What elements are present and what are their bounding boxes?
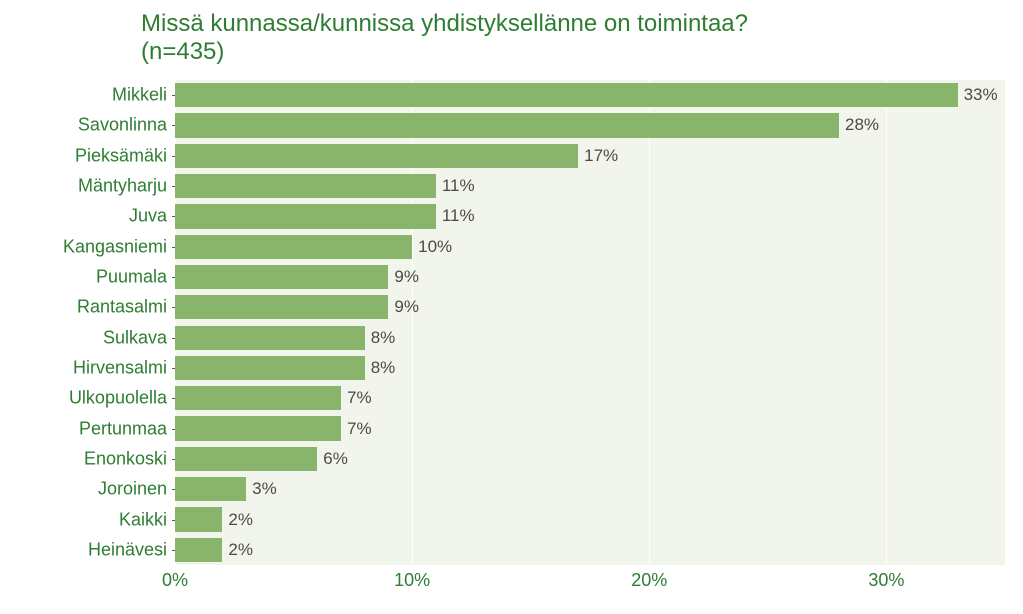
bar-rect — [175, 416, 341, 440]
y-axis-label: Kangasniemi — [63, 236, 167, 257]
y-axis-label: Puumala — [96, 267, 167, 288]
y-axis-label: Juva — [129, 206, 167, 227]
y-tick — [172, 368, 175, 369]
y-tick — [172, 216, 175, 217]
y-axis-label: Mäntyharju — [78, 176, 167, 197]
bar-value-label: 7% — [347, 419, 372, 439]
x-axis-label: 20% — [631, 570, 667, 591]
y-tick — [172, 338, 175, 339]
bar-row: 2% — [175, 535, 1005, 565]
y-tick — [172, 520, 175, 521]
y-axis-label: Heinävesi — [88, 539, 167, 560]
x-axis-label: 30% — [868, 570, 904, 591]
y-axis-label: Joroinen — [98, 479, 167, 500]
y-tick — [172, 95, 175, 96]
y-axis-label: Pertunmaa — [79, 418, 167, 439]
x-axis-label: 0% — [162, 570, 188, 591]
bar-rect — [175, 113, 839, 137]
y-tick — [172, 489, 175, 490]
bar-rect — [175, 295, 388, 319]
bar-rect — [175, 507, 222, 531]
bar-rect — [175, 235, 412, 259]
bar-rect — [175, 477, 246, 501]
bar-value-label: 8% — [371, 358, 396, 378]
bar-rect — [175, 265, 388, 289]
bar-row: 9% — [175, 292, 1005, 322]
bar-row: 7% — [175, 413, 1005, 443]
y-axis-label: Rantasalmi — [77, 297, 167, 318]
bar-value-label: 28% — [845, 115, 879, 135]
bars-group: 33% 28% 17% 11% 11% 10% 9% 9% 8% 8% 7% 7% 6% 3% 2% 2% — [175, 80, 1005, 565]
bar-row: 28% — [175, 110, 1005, 140]
y-axis-label: Pieksämäki — [75, 145, 167, 166]
bar-rect — [175, 83, 958, 107]
bar-value-label: 6% — [323, 449, 348, 469]
x-axis-label: 10% — [394, 570, 430, 591]
bar-row: 8% — [175, 323, 1005, 353]
y-axis-label: Mikkeli — [112, 85, 167, 106]
bar-rect — [175, 174, 436, 198]
bar-row: 8% — [175, 353, 1005, 383]
bar-value-label: 3% — [252, 479, 277, 499]
bar-row: 2% — [175, 504, 1005, 534]
y-tick — [172, 307, 175, 308]
bar-rect — [175, 144, 578, 168]
bar-value-label: 9% — [394, 267, 419, 287]
chart-container: Missä kunnassa/kunnissa yhdistyksellänne… — [0, 0, 1023, 614]
bar-row: 9% — [175, 262, 1005, 292]
bar-row: 11% — [175, 171, 1005, 201]
bar-value-label: 11% — [442, 206, 475, 226]
bar-row: 3% — [175, 474, 1005, 504]
y-tick — [172, 156, 175, 157]
y-tick — [172, 459, 175, 460]
bar-value-label: 2% — [228, 510, 253, 530]
y-tick — [172, 186, 175, 187]
bar-value-label: 17% — [584, 146, 618, 166]
bar-rect — [175, 386, 341, 410]
bar-rect — [175, 538, 222, 562]
y-axis-label: Ulkopuolella — [69, 388, 167, 409]
bar-rect — [175, 326, 365, 350]
bar-row: 10% — [175, 232, 1005, 262]
bar-row: 17% — [175, 141, 1005, 171]
bar-value-label: 10% — [418, 237, 452, 257]
y-tick — [172, 277, 175, 278]
bar-value-label: 9% — [394, 297, 419, 317]
y-tick — [172, 550, 175, 551]
bar-row: 11% — [175, 201, 1005, 231]
y-axis-label: Savonlinna — [78, 115, 167, 136]
title-line-1: Missä kunnassa/kunnissa yhdistyksellänne… — [141, 10, 748, 37]
y-tick — [172, 247, 175, 248]
bar-row: 6% — [175, 444, 1005, 474]
bar-rect — [175, 204, 436, 228]
bar-row: 33% — [175, 80, 1005, 110]
chart-title: Missä kunnassa/kunnissa yhdistyksellänne… — [141, 10, 748, 66]
title-line-2: (n=435) — [141, 38, 224, 65]
y-tick — [172, 125, 175, 126]
bar-value-label: 7% — [347, 388, 372, 408]
bar-value-label: 8% — [371, 328, 396, 348]
bar-row: 7% — [175, 383, 1005, 413]
y-axis-label: Sulkava — [103, 327, 167, 348]
y-tick — [172, 429, 175, 430]
y-axis-label: Enonkoski — [84, 448, 167, 469]
bar-value-label: 33% — [964, 85, 998, 105]
bar-value-label: 2% — [228, 540, 253, 560]
bar-value-label: 11% — [442, 176, 475, 196]
bar-rect — [175, 356, 365, 380]
y-axis-label: Kaikki — [119, 509, 167, 530]
y-axis-label: Hirvensalmi — [73, 357, 167, 378]
bar-rect — [175, 447, 317, 471]
y-tick — [172, 398, 175, 399]
plot-area: 33% 28% 17% 11% 11% 10% 9% 9% 8% 8% 7% 7% 6% 3% 2% 2% — [175, 80, 1005, 565]
